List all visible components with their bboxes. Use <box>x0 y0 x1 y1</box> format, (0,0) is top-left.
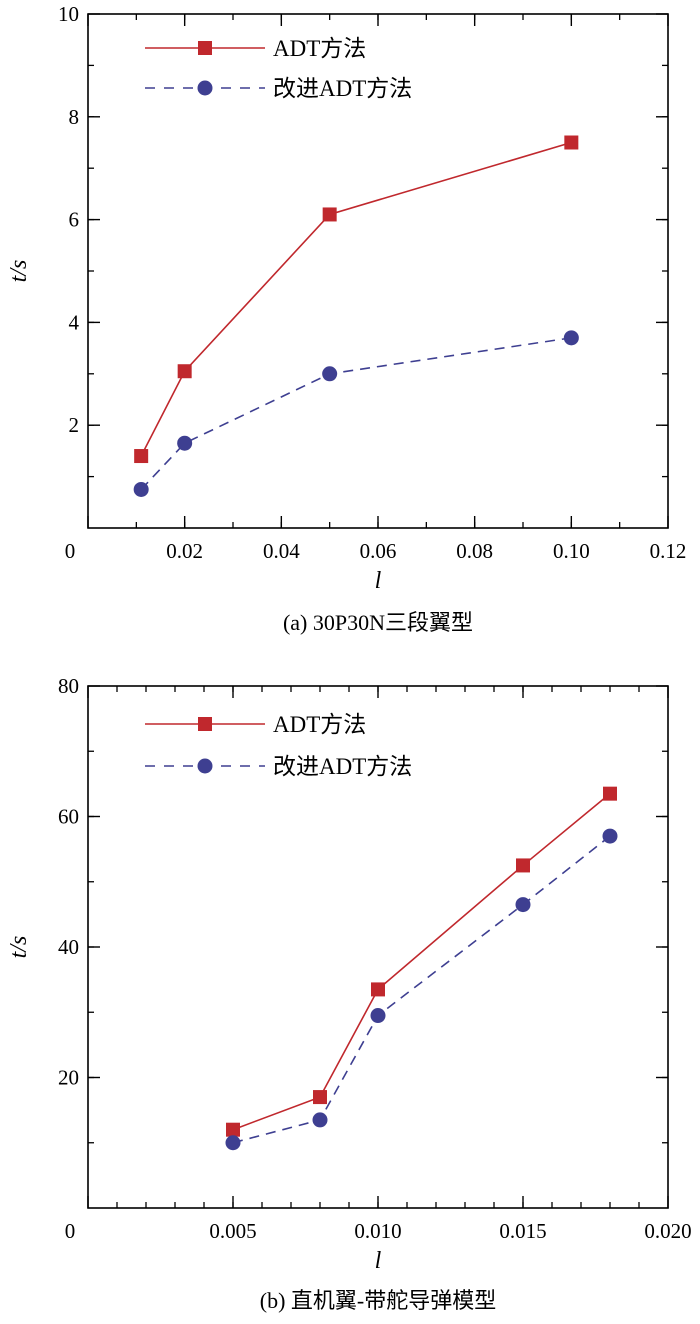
x-tick-label: 0.010 <box>354 1219 401 1243</box>
data-point-square <box>313 1090 327 1105</box>
chart-caption: (b) 直机翼-带舵导弹模型 <box>260 1288 496 1313</box>
data-point-circle <box>133 481 149 497</box>
y-axis-title: t/s <box>6 260 32 283</box>
y-tick-label: 80 <box>58 674 79 698</box>
x-tick-label: 0 <box>65 1219 76 1243</box>
data-point-square <box>371 982 385 997</box>
y-tick-label: 8 <box>69 105 80 129</box>
series-line <box>232 835 611 1144</box>
legend-label: 改进ADT方法 <box>273 754 412 779</box>
x-tick-label: 0.04 <box>263 539 300 563</box>
y-tick-label: 60 <box>58 805 79 829</box>
data-point-circle <box>225 1135 241 1151</box>
data-point-square <box>322 207 337 222</box>
x-tick-label: 0.015 <box>499 1219 546 1243</box>
data-point-circle <box>312 1112 328 1128</box>
x-tick-label: 0.12 <box>650 539 687 563</box>
chart-b: 0 0.005 0.010 0.015 0.020 20 40 60 80 l t/s (b) 直机翼… <box>6 674 692 1313</box>
legend-marker-square <box>198 41 212 55</box>
data-point-circle <box>322 366 338 382</box>
x-tick-label: 0.020 <box>644 1219 691 1243</box>
legend-marker-circle <box>197 758 213 774</box>
x-axis-title: l <box>375 568 382 594</box>
data-point-square <box>177 364 192 379</box>
y-tick-label: 40 <box>58 935 79 959</box>
legend-marker-circle <box>197 80 213 96</box>
legend-marker-square <box>198 717 212 731</box>
series-line <box>232 793 611 1131</box>
y-axis-title: t/s <box>6 936 32 959</box>
series-line <box>140 141 572 457</box>
y-tick-label: 2 <box>69 413 80 437</box>
x-tick-label: 0.10 <box>553 539 590 563</box>
data-point-circle <box>563 330 579 346</box>
x-tick-label: 0.06 <box>360 539 397 563</box>
data-point-square <box>134 449 149 464</box>
legend-label: ADT方法 <box>273 712 366 737</box>
legend-label: ADT方法 <box>273 36 366 61</box>
x-axis-title: l <box>375 1248 382 1274</box>
y-tick-label: 4 <box>69 310 80 334</box>
data-point-circle <box>177 435 193 451</box>
legend-label: 改进ADT方法 <box>273 76 412 101</box>
x-tick-label: 0.005 <box>209 1219 256 1243</box>
x-tick-label: 0.08 <box>456 539 493 563</box>
data-point-circle <box>515 897 531 913</box>
x-tick-label: 0 <box>65 539 76 563</box>
y-tick-label: 20 <box>58 1066 79 1090</box>
chart-caption: (a) 30P30N三段翼型 <box>283 610 473 635</box>
y-tick-label: 10 <box>58 2 79 26</box>
data-point-circle <box>602 828 618 844</box>
data-point-circle <box>370 1008 386 1024</box>
data-point-square <box>564 135 579 150</box>
data-point-square <box>226 1122 240 1137</box>
series-line <box>140 337 572 490</box>
data-point-square <box>516 858 530 873</box>
x-tick-label: 0.02 <box>166 539 203 563</box>
y-tick-label: 6 <box>69 208 80 232</box>
data-point-square <box>603 786 617 801</box>
chart-a: 0 0.02 0.04 0.06 0.08 0.10 0.12 2 4 6 8 10 l t/s (a) 3… <box>6 2 686 635</box>
